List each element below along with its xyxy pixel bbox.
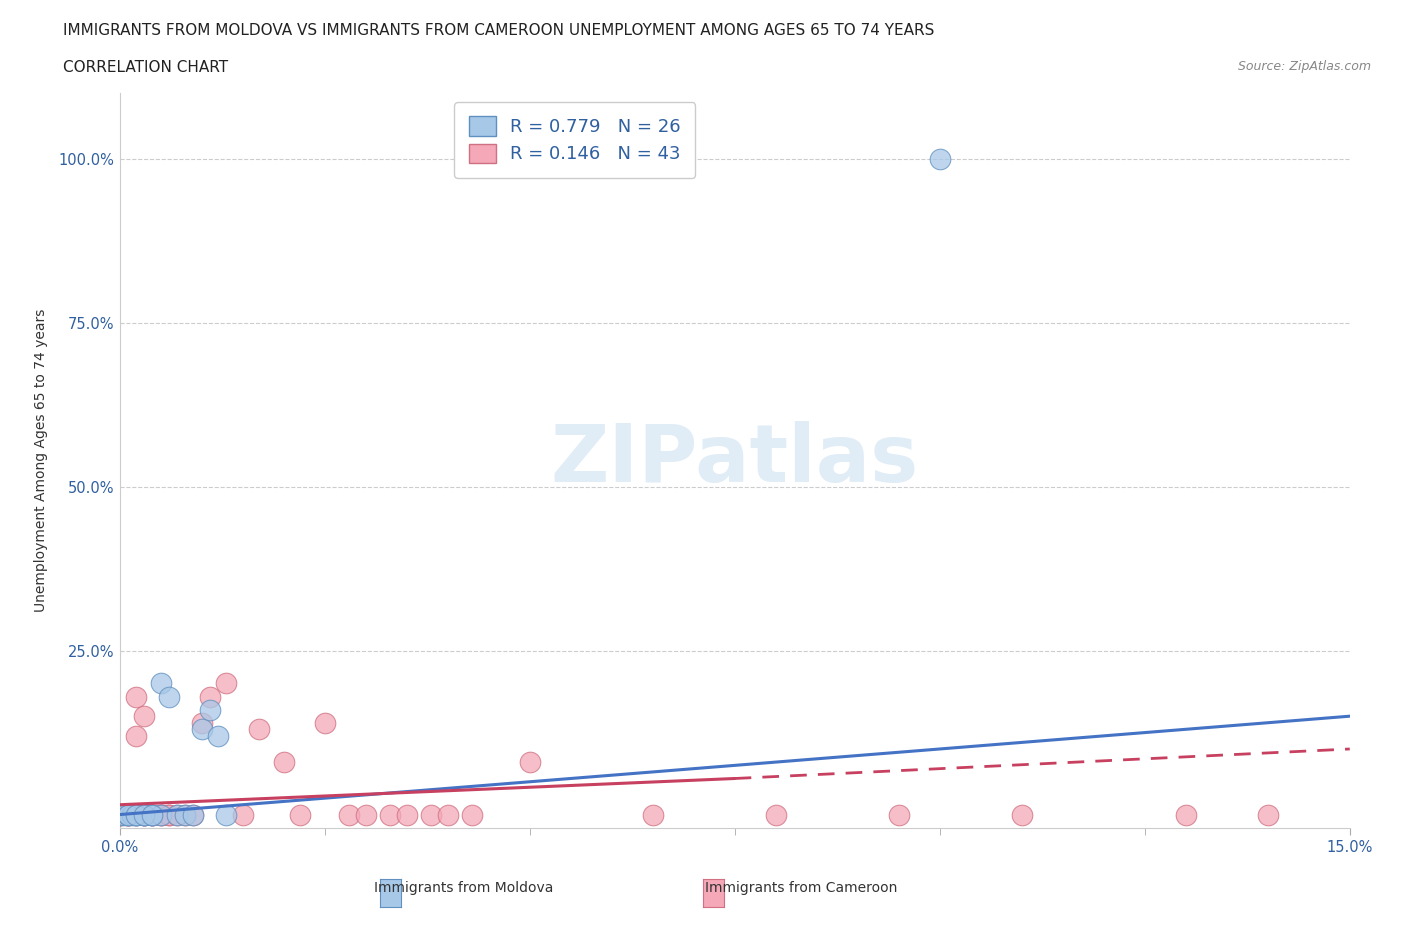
Point [125, 807, 148, 822]
Point [436, 807, 458, 822]
Point [125, 807, 148, 822]
Point [207, 728, 229, 743]
Text: CORRELATION CHART: CORRELATION CHART [63, 60, 228, 75]
Text: Immigrants from Cameroon: Immigrants from Cameroon [706, 881, 897, 896]
Point [125, 807, 148, 822]
Point [183, 807, 205, 822]
Point [132, 709, 156, 724]
Point [190, 722, 212, 737]
Point [190, 715, 212, 730]
Point [125, 807, 148, 822]
Point [132, 807, 156, 822]
Point [149, 807, 172, 822]
Point [231, 807, 254, 822]
Point [928, 152, 950, 166]
Point [765, 807, 787, 822]
Point [166, 807, 188, 822]
Point [174, 807, 197, 822]
Point [1174, 807, 1197, 822]
Text: Source: ZipAtlas.com: Source: ZipAtlas.com [1237, 60, 1371, 73]
Point [887, 807, 910, 822]
Point [157, 807, 180, 822]
Y-axis label: Unemployment Among Ages 65 to 74 years: Unemployment Among Ages 65 to 74 years [34, 309, 48, 612]
Point [125, 689, 148, 704]
Point [641, 807, 664, 822]
Legend: R = 0.779   N = 26, R = 0.146   N = 43: R = 0.779 N = 26, R = 0.146 N = 43 [454, 102, 695, 178]
Text: IMMIGRANTS FROM MOLDOVA VS IMMIGRANTS FROM CAMEROON UNEMPLOYMENT AMONG AGES 65 T: IMMIGRANTS FROM MOLDOVA VS IMMIGRANTS FR… [63, 23, 935, 38]
Text: ZIPatlas: ZIPatlas [551, 421, 918, 499]
Point [395, 807, 418, 822]
Point [149, 807, 172, 822]
Point [1257, 807, 1279, 822]
Point [198, 689, 221, 704]
Point [132, 807, 156, 822]
Point [117, 807, 139, 822]
Point [273, 754, 295, 769]
Point [117, 807, 139, 822]
Point [183, 807, 205, 822]
Point [337, 807, 360, 822]
Point [215, 676, 238, 691]
Point [174, 807, 197, 822]
Point [132, 807, 156, 822]
Point [354, 807, 377, 822]
Point [141, 807, 163, 822]
Point [108, 807, 131, 822]
Point [215, 807, 238, 822]
Point [117, 807, 139, 822]
Point [108, 807, 131, 822]
Point [117, 807, 139, 822]
Point [157, 689, 180, 704]
Point [157, 807, 180, 822]
Point [149, 807, 172, 822]
Point [198, 702, 221, 717]
Text: Immigrants from Moldova: Immigrants from Moldova [374, 881, 554, 896]
Point [112, 807, 135, 822]
Point [117, 807, 139, 822]
Point [461, 807, 484, 822]
Point [314, 715, 336, 730]
Point [125, 728, 148, 743]
Point [132, 807, 156, 822]
Point [247, 722, 270, 737]
Point [519, 754, 541, 769]
Point [141, 807, 163, 822]
Point [108, 807, 131, 822]
Point [380, 807, 402, 822]
Point [121, 807, 143, 822]
Point [132, 807, 156, 822]
Point [1011, 807, 1033, 822]
Point [149, 676, 172, 691]
Point [141, 807, 163, 822]
Point [166, 807, 188, 822]
Point [108, 807, 131, 822]
Point [420, 807, 443, 822]
Point [141, 807, 163, 822]
Point [288, 807, 311, 822]
Point [141, 807, 163, 822]
